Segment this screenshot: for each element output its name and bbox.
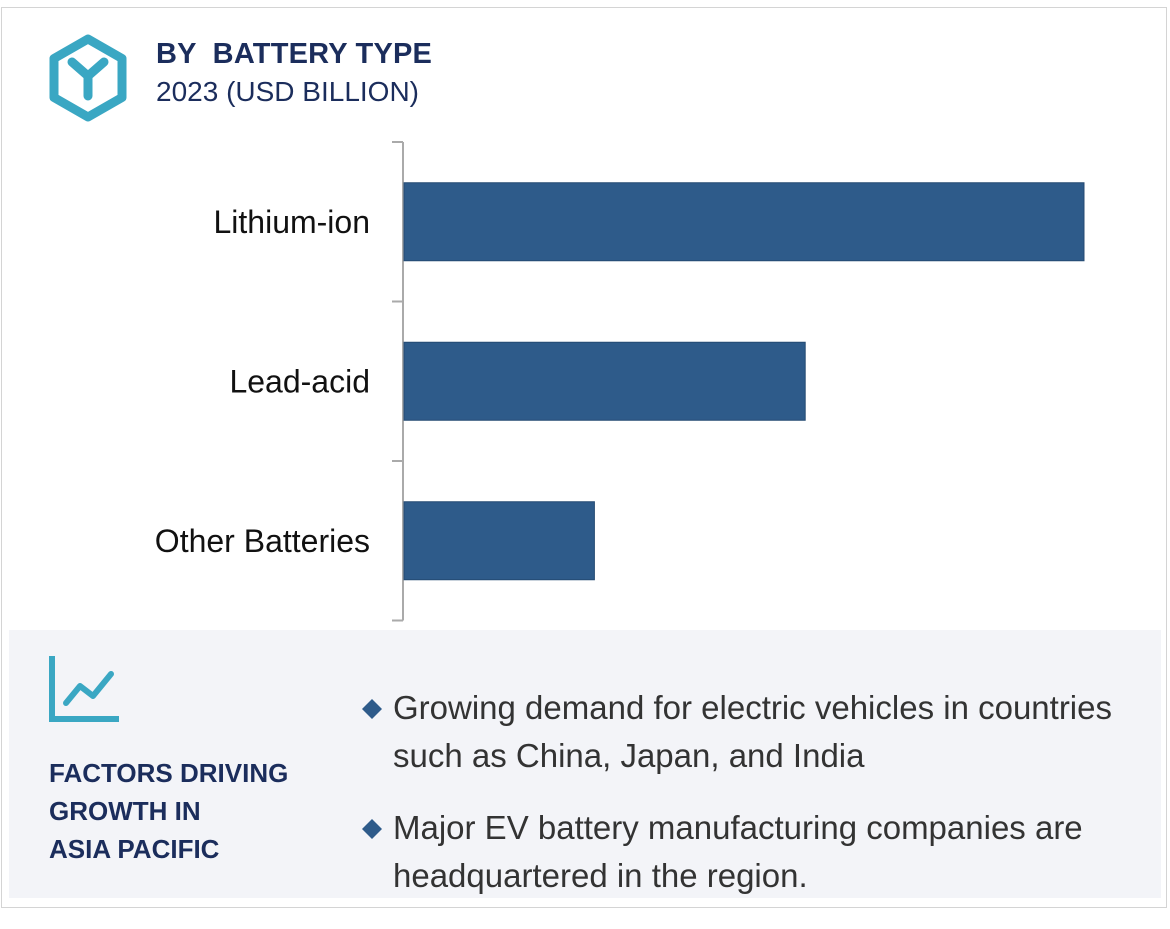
factor-list-item: Growing demand for electric vehicles in … [359,684,1149,780]
bar-other-batteries [403,501,595,581]
hexagon-y-logo-icon [49,34,127,122]
diamond-bullet-icon [362,819,382,839]
bar-lead-acid [403,341,806,421]
factor-list-item: Major EV battery manufacturing companies… [359,804,1149,900]
factors-heading-line: FACTORS DRIVING [49,758,289,788]
trend-chart-icon [49,656,119,722]
factors-heading-line: GROWTH IN [49,796,201,826]
growth-factors-panel: FACTORS DRIVING GROWTH IN ASIA PACIFIC G… [9,630,1161,898]
factor-text: Major EV battery manufacturing companies… [393,809,1083,894]
chart-subtitle: 2023 (USD BILLION) [156,76,419,107]
category-axis [392,141,404,622]
factors-list: Growing demand for electric vehicles in … [359,684,1149,924]
bar-lithium-ion [403,182,1085,262]
category-labels: Lithium-ion Lead-acid Other Batteries [155,204,370,559]
factors-heading-line: ASIA PACIFIC [49,834,220,864]
category-tick-label: Lead-acid [229,363,370,399]
bar-series [403,182,1085,581]
factors-heading: FACTORS DRIVING GROWTH IN ASIA PACIFIC [49,754,319,868]
category-tick-label: Lithium-ion [213,204,370,240]
factor-text: Growing demand for electric vehicles in … [393,689,1112,774]
battery-type-bar-chart: Lithium-ion Lead-acid Other Batteries [155,141,1085,622]
diamond-bullet-icon [362,699,382,719]
category-tick-label: Other Batteries [155,523,370,559]
chart-title: BY BATTERY TYPE [156,38,433,70]
